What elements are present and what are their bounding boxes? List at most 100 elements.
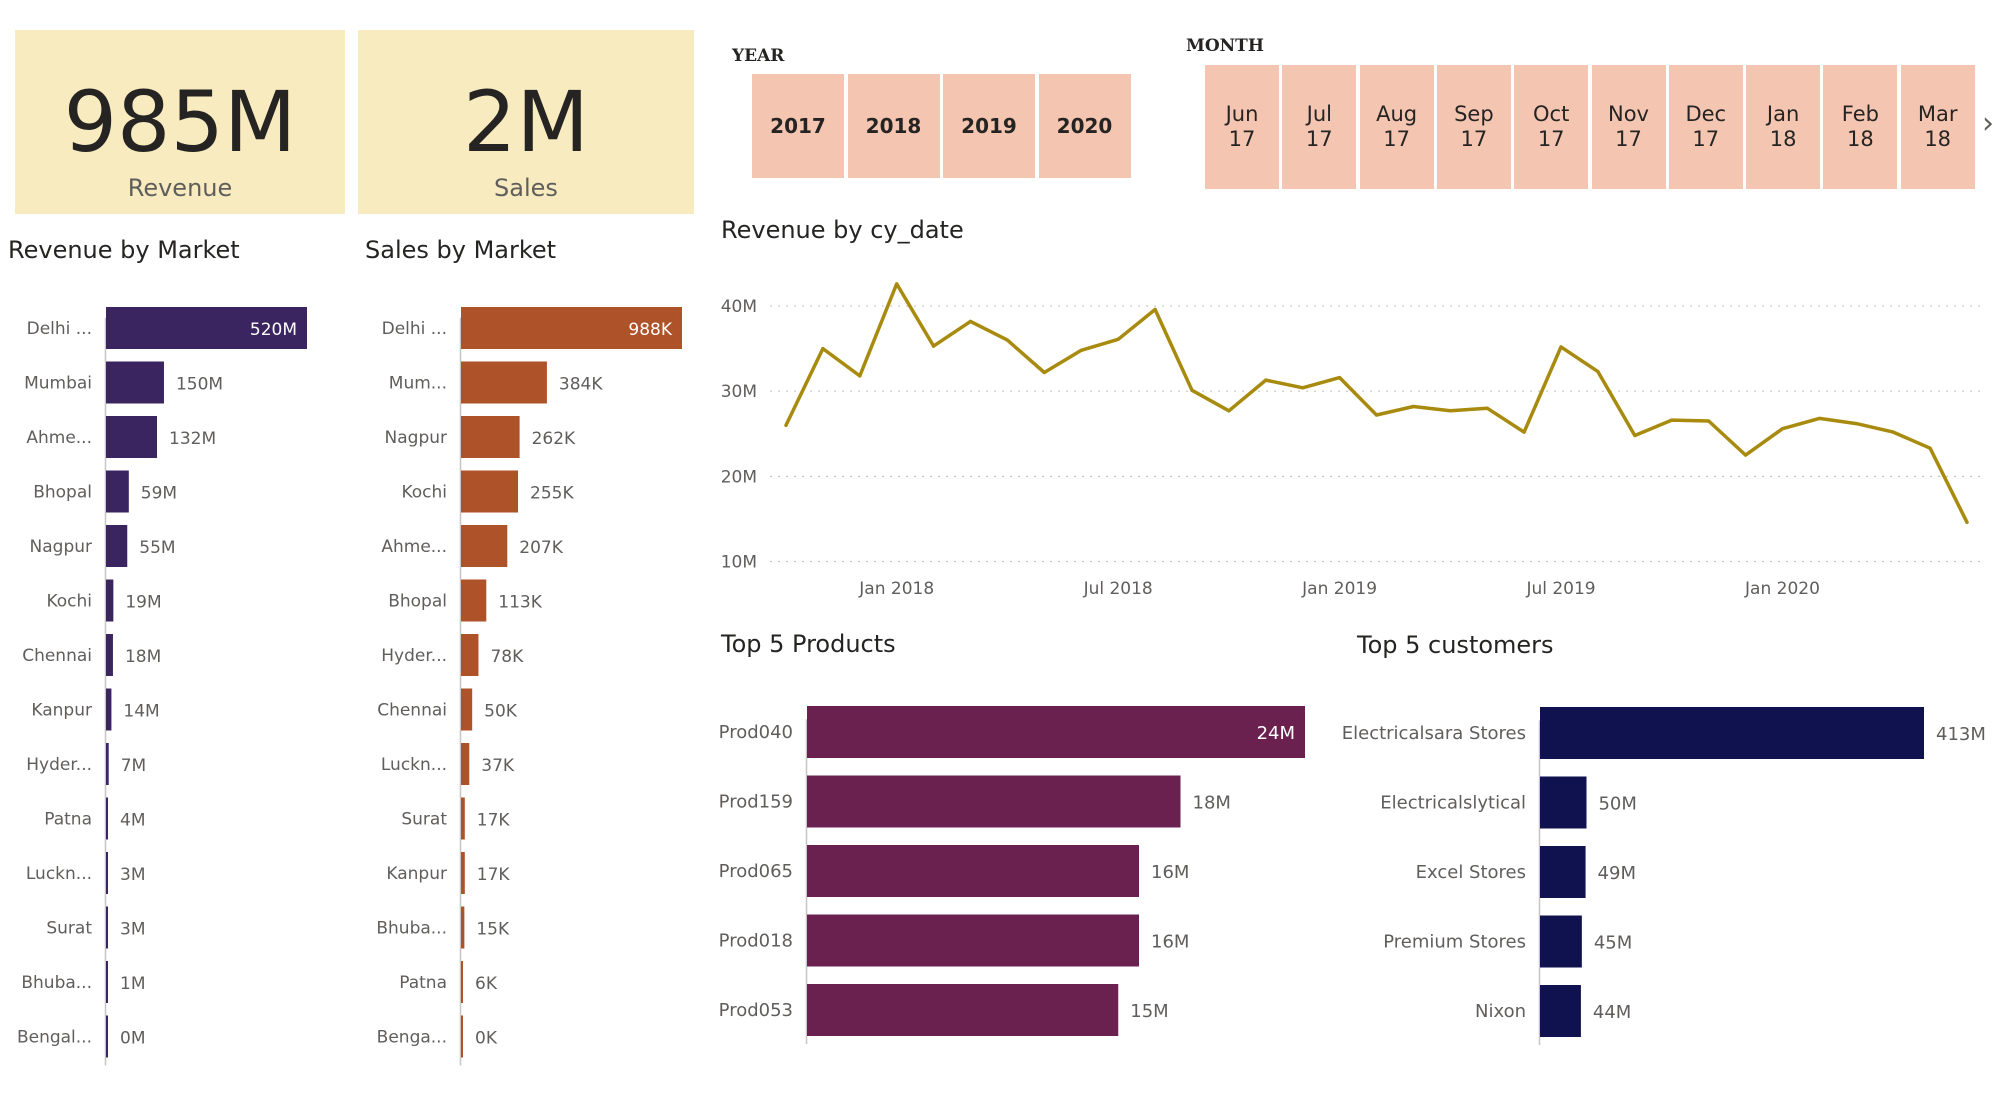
top-5-customers-data-label: 44M: [1593, 1002, 1631, 1023]
revenue-by-market-data-label: 14M: [123, 702, 159, 722]
revenue-line-point: [1670, 418, 1674, 422]
top-5-customers-data-label: 50M: [1598, 794, 1636, 815]
month-tile-mar-18[interactable]: Mar 18: [1900, 65, 1975, 189]
revenue-line-point: [821, 347, 825, 351]
sales-by-market-category-label: Nagpur: [385, 428, 447, 448]
month-tile-nov-17[interactable]: Nov 17: [1591, 65, 1666, 189]
year-tile-2018[interactable]: 2018: [847, 74, 940, 178]
sales-by-market-data-label: 988K: [628, 320, 672, 340]
sales-by-market-title: Sales by Market: [365, 236, 557, 264]
sales-by-market-category-label: Chennai: [377, 701, 447, 721]
line-chart-y-tick-label: 40M: [721, 297, 757, 317]
year-tile-2020[interactable]: 2020: [1038, 74, 1131, 178]
revenue-line-point: [1707, 419, 1711, 423]
revenue-line-point: [1891, 430, 1895, 434]
revenue-line-point: [1264, 378, 1268, 382]
revenue-by-market-category-label: Nagpur: [30, 537, 92, 557]
sales-by-market-category-label: Mum...: [389, 374, 447, 394]
top-5-products-bar: [807, 984, 1119, 1036]
chevron-right-icon[interactable]: ›: [1982, 106, 1994, 141]
month-tile-feb-18[interactable]: Feb 18: [1823, 65, 1898, 189]
sales-card: 2M Sales: [358, 30, 694, 214]
top-products-title: Top 5 Products: [721, 630, 896, 658]
sales-by-market-data-label: 384K: [559, 375, 603, 395]
month-tile-dec-17[interactable]: Dec 17: [1668, 65, 1743, 189]
month-tile-jul-17[interactable]: Jul 17: [1282, 65, 1357, 189]
revenue-by-market-category-label: Delhi ...: [27, 319, 92, 339]
revenue-card: 985M Revenue: [15, 30, 345, 214]
top-5-customers-bar: [1540, 985, 1581, 1037]
sales-by-market-data-label: 78K: [490, 647, 524, 667]
sales-value: 2M: [463, 73, 589, 171]
revenue-by-market-bar: [106, 852, 108, 894]
sales-by-market-category-label: Bhuba...: [376, 919, 447, 939]
month-tile-jan-18[interactable]: Jan 18: [1746, 65, 1821, 189]
sales-by-market-data-label: 113K: [498, 593, 542, 613]
revenue-by-market-title: Revenue by Market: [8, 236, 240, 264]
revenue-line-point: [1042, 370, 1046, 375]
sales-by-market-bar: [461, 470, 519, 513]
revenue-line-point: [1780, 427, 1785, 431]
revenue-by-market-data-label: 18M: [125, 647, 161, 667]
sales-by-market-data-label: 37K: [481, 756, 515, 776]
revenue-by-market-category-label: Bengal...: [17, 1028, 92, 1048]
revenue-by-market-category-label: Ahme...: [26, 428, 92, 448]
month-tile-aug-17[interactable]: Aug 17: [1359, 65, 1434, 189]
revenue-line-point: [1374, 413, 1379, 417]
revenue-line-point: [1005, 338, 1010, 342]
month-tile-sep-17[interactable]: Sep 17: [1436, 65, 1511, 189]
top-5-products-data-label: 16M: [1151, 932, 1189, 953]
top-5-customers-category-label: Nixon: [1475, 1001, 1526, 1022]
top-5-products-data-label: 24M: [1257, 723, 1295, 744]
top-5-products-category-label: Prod159: [719, 792, 793, 813]
sales-by-market-bar: [461, 797, 465, 840]
revenue-by-market-bar: [106, 525, 128, 567]
sales-by-market-category-label: Benga...: [377, 1028, 447, 1048]
revenue-by-market-data-label: 1M: [120, 974, 145, 994]
year-slicer-label: YEAR: [732, 46, 785, 66]
revenue-by-market-data-label: 4M: [120, 811, 145, 831]
line-chart-x-tick-label: Jan 2020: [1744, 579, 1820, 599]
top-5-products-data-label: 15M: [1130, 1001, 1168, 1022]
sales-by-market-bar: [461, 416, 520, 458]
revenue-by-market-bar: [106, 579, 114, 622]
revenue-line-point: [1227, 409, 1231, 413]
sales-by-market-data-label: 6K: [475, 974, 498, 994]
revenue-by-date-title: Revenue by cy_date: [721, 216, 964, 244]
revenue-line-point: [784, 423, 788, 427]
revenue-by-market-bar: [106, 361, 164, 404]
line-chart-y-tick-label: 10M: [721, 552, 757, 572]
sales-by-market-bar: [461, 688, 473, 731]
revenue-by-market-category-label: Hyder...: [26, 755, 92, 775]
top-5-products-bar: [807, 914, 1139, 967]
top-5-products-category-label: Prod065: [719, 861, 793, 882]
revenue-line-point: [1411, 404, 1416, 409]
revenue-by-market-category-label: Bhuba...: [21, 973, 92, 993]
sales-by-market-data-label: 0K: [475, 1029, 498, 1049]
revenue-line-point: [1448, 409, 1452, 413]
top-5-products-bar: [807, 775, 1181, 828]
month-slicer-label: MONTH: [1186, 36, 1264, 56]
revenue-by-market-bar: [106, 1015, 108, 1058]
revenue-by-market-data-label: 3M: [120, 865, 145, 885]
top-5-products-bar: [807, 706, 1305, 758]
sales-by-market-category-label: Patna: [399, 973, 447, 993]
top-5-customers-category-label: Premium Stores: [1383, 932, 1526, 953]
revenue-by-market-data-label: 19M: [125, 593, 161, 613]
sales-by-market-data-label: 17K: [477, 865, 511, 885]
month-tile-jun-17[interactable]: Jun 17: [1205, 65, 1279, 189]
top-5-products-category-label: Prod018: [719, 931, 793, 952]
year-tile-2019[interactable]: 2019: [943, 74, 1035, 178]
sales-by-market-data-label: 207K: [519, 538, 563, 558]
revenue-line-point: [895, 282, 899, 286]
revenue-line-point: [1817, 416, 1821, 421]
revenue-by-market-data-label: 55M: [139, 538, 175, 558]
sales-by-market-data-label: 15K: [476, 920, 510, 940]
sales-by-market-category-label: Delhi ...: [382, 319, 447, 339]
month-tile-oct-17[interactable]: Oct 17: [1514, 65, 1589, 189]
top-customers-title: Top 5 customers: [1357, 631, 1554, 659]
revenue-by-market-bar: [106, 688, 112, 731]
line-chart-y-tick-label: 30M: [721, 382, 757, 402]
year-tile-2017[interactable]: 2017: [752, 74, 844, 178]
